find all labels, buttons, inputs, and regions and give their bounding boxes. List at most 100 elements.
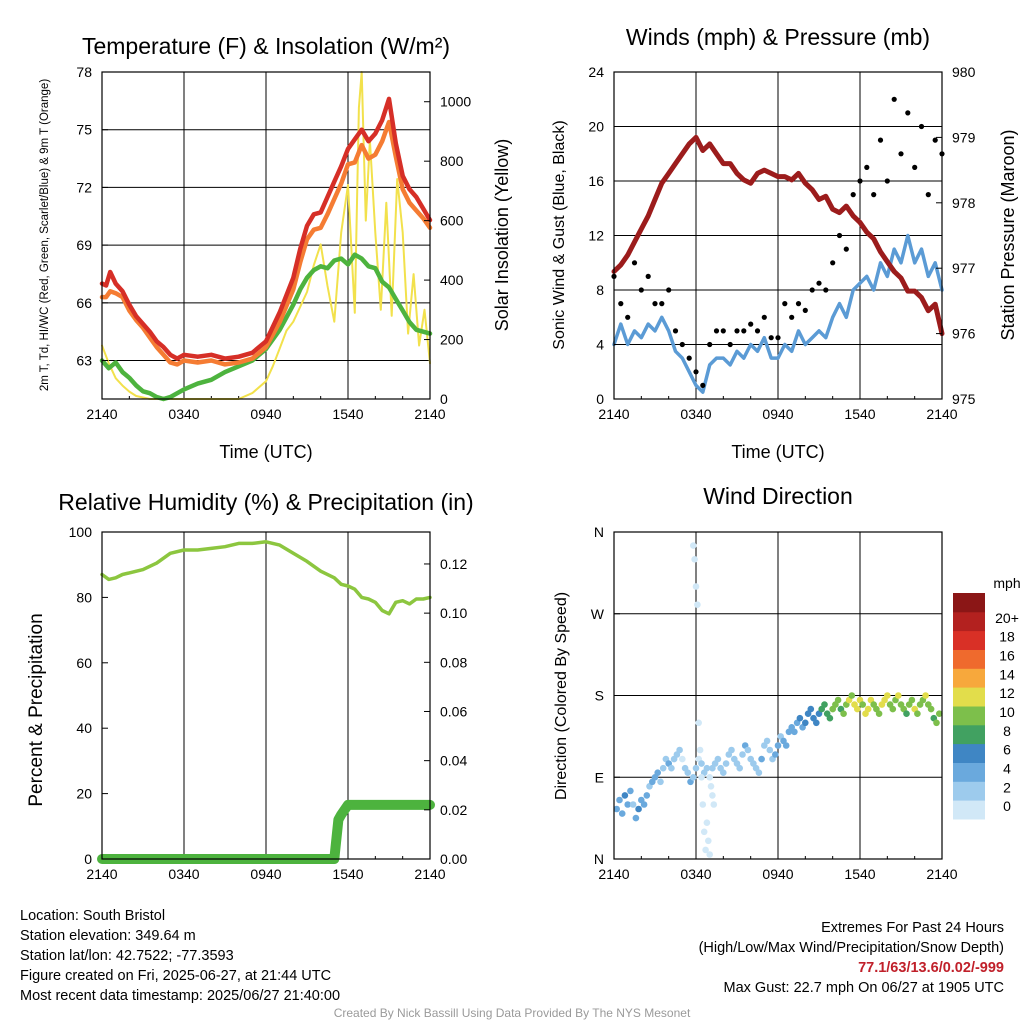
direction-point — [936, 710, 943, 717]
y-axis-label-right: Station Pressure (Maroon) — [998, 129, 1018, 340]
x-tick-label: 0340 — [680, 866, 711, 882]
gust-point — [877, 137, 884, 143]
gust-point — [638, 287, 644, 293]
y-tick-label-left: 80 — [76, 589, 92, 605]
direction-point — [772, 751, 779, 758]
direction-point — [826, 714, 834, 722]
gust-point — [836, 232, 843, 239]
direction-point — [692, 764, 700, 772]
plot-border — [101, 531, 431, 860]
gust-point — [891, 96, 897, 102]
colorbar-label: 16 — [999, 648, 1015, 664]
direction-point — [632, 814, 640, 822]
gust-point — [925, 192, 931, 198]
x-tick-label: 1540 — [332, 866, 363, 882]
y-tick-label-left: 69 — [76, 237, 92, 253]
gust-point — [707, 341, 713, 348]
x-tick-label: 0340 — [680, 406, 711, 422]
series-line-relative-humidity — [100, 540, 432, 616]
gust-point — [645, 273, 651, 279]
gust-point — [802, 307, 808, 313]
y-tick-label-left: 0 — [596, 391, 604, 407]
chart-title: Wind Direction — [703, 483, 853, 509]
series-line-2m-td — [99, 252, 433, 402]
winds-pressure-chart: 2140 0340 0940 1540 214004812162024975976977… — [551, 24, 1018, 462]
credit-line: Created By Nick Bassill Using Data Provi… — [333, 1006, 691, 1020]
direction-point — [908, 696, 916, 704]
gust-point — [830, 260, 836, 266]
y-tick-label-left: 16 — [588, 173, 604, 189]
gust-point — [679, 341, 685, 348]
x-tick-label: 0340 — [168, 866, 199, 882]
x-axis-label: Time (UTC) — [731, 442, 824, 462]
x-tick-label: 2140 — [414, 866, 445, 882]
y-axis-label-left: Percent & Precipitation — [26, 613, 47, 806]
y-tick-label-right: 600 — [440, 213, 464, 229]
gust-point — [693, 369, 699, 375]
direction-point — [654, 769, 661, 776]
chart-title: Winds (mph) & Pressure (mb) — [626, 24, 930, 50]
direction-point — [796, 714, 804, 722]
direction-point — [706, 774, 713, 781]
direction-point — [821, 701, 828, 708]
direction-point — [903, 710, 910, 717]
direction-point — [895, 692, 902, 699]
y-tick-label-right: 977 — [952, 260, 976, 276]
gust-point — [625, 314, 631, 320]
colorbar-label: 18 — [999, 629, 1015, 645]
direction-point — [690, 774, 697, 781]
y-tick-label-right: 0.04 — [440, 753, 467, 769]
direction-point — [684, 769, 692, 776]
y-axis-label-left: 2m T, Td, HI/WC (Red, Green, Scarlet/Blu… — [39, 79, 51, 391]
direction-point — [848, 692, 856, 699]
colorbar-segment — [953, 630, 985, 650]
x-tick-label: 1540 — [332, 406, 363, 422]
direction-point — [834, 696, 842, 704]
y-tick-label-left: N — [594, 851, 604, 867]
direction-point — [914, 710, 921, 717]
colorbar-segment — [953, 743, 985, 763]
x-tick-label: 0940 — [250, 866, 281, 882]
direction-point — [766, 746, 774, 754]
y-tick-label-left: E — [595, 769, 604, 785]
gust-point — [700, 382, 706, 388]
station-latlon: Station lat/lon: 42.7522; -77.3593 — [20, 948, 234, 964]
direction-point — [659, 764, 667, 772]
gust-point — [789, 314, 795, 320]
colorbar-segment — [953, 649, 985, 669]
x-tick-label: 2140 — [598, 866, 629, 882]
colorbar-segment — [953, 724, 985, 745]
direction-point — [706, 851, 713, 858]
gust-point — [754, 328, 761, 334]
x-tick-label: 2140 — [414, 406, 445, 422]
station-location: Location: South Bristol — [20, 908, 166, 924]
colorbar-label: 2 — [1003, 779, 1011, 795]
colorbar-label: 4 — [1003, 761, 1011, 777]
gust-point — [782, 301, 788, 307]
direction-point — [627, 787, 634, 795]
gust-point — [918, 123, 925, 130]
colorbar-segment — [953, 781, 985, 801]
colorbar-segment — [953, 668, 985, 688]
y-tick-label-right: 980 — [952, 64, 976, 80]
y-axis-label-left: Sonic Wind & Gust (Blue, Black) — [551, 120, 568, 349]
gust-point — [652, 301, 658, 307]
direction-point — [676, 746, 683, 754]
direction-point — [859, 701, 866, 708]
chart-title: Relative Humidity (%) & Precipitation (i… — [58, 489, 473, 515]
direction-point — [807, 705, 815, 713]
y-tick-label-right: 0 — [440, 391, 448, 407]
extremes-title: Extremes For Past 24 Hours — [821, 920, 1004, 936]
direction-point — [722, 760, 730, 767]
station-info: Location: South Bristol Station elevatio… — [20, 906, 340, 1006]
y-tick-label-right: 976 — [952, 326, 976, 342]
direction-point — [739, 751, 746, 758]
colorbar-segment — [953, 593, 985, 613]
gust-point — [748, 321, 754, 327]
colorbar-label: 10 — [999, 704, 1015, 720]
gust-point — [884, 178, 890, 184]
y-tick-label-left: 12 — [588, 228, 604, 244]
direction-point — [702, 846, 709, 854]
direction-point — [714, 755, 722, 763]
